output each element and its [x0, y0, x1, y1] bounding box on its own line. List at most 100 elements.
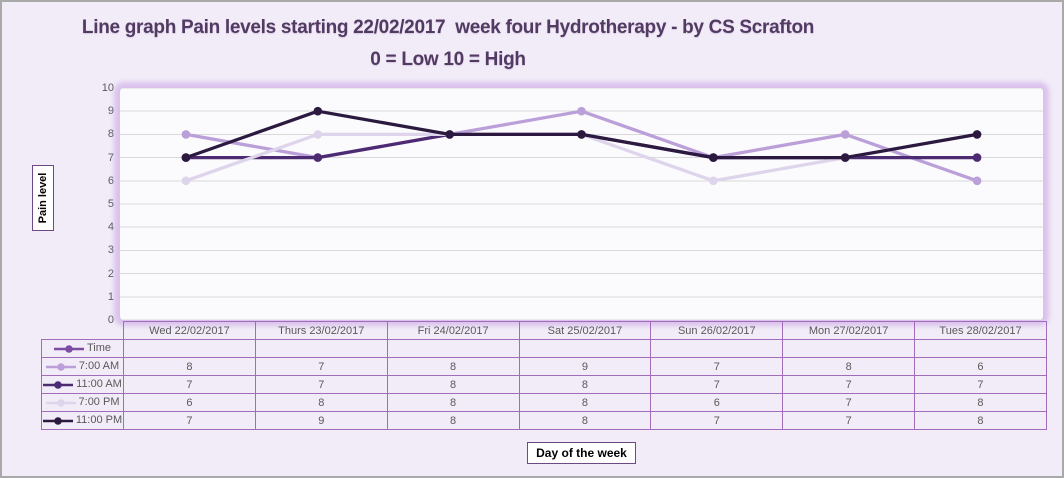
data-point — [709, 176, 718, 186]
table-header-row: Wed 22/02/2017 Thurs 23/02/2017 Fri 24/02/… — [42, 321, 1047, 340]
data-point — [181, 130, 191, 139]
value-cell: 6 — [914, 357, 1047, 376]
value-cell — [914, 339, 1047, 358]
value-cell: 8 — [386, 375, 520, 394]
plot-area — [120, 88, 1043, 320]
y-axis-title: Pain level — [32, 165, 54, 231]
value-cell: 8 — [914, 393, 1047, 412]
value-cell: 7 — [650, 411, 784, 430]
category-header: Thurs 23/02/2017 — [254, 321, 388, 340]
table-corner-cell — [42, 322, 124, 340]
y-tick-label: 6 — [107, 174, 114, 187]
data-point — [313, 153, 323, 162]
y-tick-label: 0 — [107, 314, 114, 326]
legend-label: 7:00 AM — [78, 360, 120, 373]
value-cell: 7 — [123, 375, 256, 394]
legend-cell-7-00-am: 7:00 AM — [41, 357, 124, 376]
value-cell: 7 — [650, 357, 784, 376]
table-row: Time — [41, 339, 1047, 358]
data-point — [313, 130, 323, 139]
value-cell: 7 — [782, 375, 916, 394]
value-cell — [254, 339, 388, 358]
value-cell: 6 — [650, 393, 784, 412]
data-point — [972, 130, 982, 139]
x-axis-title: Day of the week — [527, 442, 636, 464]
value-cell: 9 — [254, 411, 388, 430]
category-header: Sun 26/02/2017 — [650, 321, 784, 340]
value-cell — [123, 339, 256, 358]
y-tick-label: 5 — [107, 198, 114, 210]
legend-key-icon — [45, 398, 76, 407]
data-table: Wed 22/02/2017 Thurs 23/02/2017 Fri 24/02/… — [41, 321, 1047, 430]
data-point — [840, 130, 850, 139]
value-cell: 7 — [254, 357, 388, 376]
value-cell: 7 — [782, 411, 916, 430]
value-cell — [782, 339, 916, 358]
table-row: 11:00 PM 7 9 8 8 7 7 8 — [41, 411, 1047, 430]
legend-cell-time: Time — [41, 339, 124, 358]
category-header: Tues 28/02/2017 — [914, 321, 1047, 340]
value-cell: 8 — [782, 357, 916, 376]
legend-label: 7:00 PM — [78, 396, 120, 409]
legend-cell-7-00-pm: 7:00 PM — [41, 393, 124, 412]
legend-key-icon — [43, 380, 74, 389]
y-tick-label: 3 — [107, 244, 114, 257]
category-header: Wed 22/02/2017 — [123, 321, 256, 340]
legend-cell-11-00-am: 11:00 AM — [41, 375, 124, 394]
y-tick-label: 2 — [107, 267, 114, 280]
value-cell: 8 — [386, 411, 520, 430]
chart-subtitle: 0 = Low 10 = High — [370, 49, 526, 70]
value-cell: 8 — [386, 393, 520, 412]
category-header: Fri 24/02/2017 — [386, 321, 520, 340]
value-cell: 8 — [914, 411, 1047, 430]
data-point — [577, 130, 586, 139]
data-point — [181, 153, 191, 162]
value-cell: 8 — [386, 357, 520, 376]
value-cell: 7 — [123, 411, 256, 430]
line-chart — [120, 88, 1043, 320]
legend-key-icon — [42, 416, 73, 425]
value-cell: 8 — [518, 375, 652, 394]
data-point — [972, 153, 982, 162]
legend-cell-11-00-pm: 11:00 PM — [41, 411, 124, 430]
value-cell — [386, 339, 520, 358]
value-cell: 6 — [123, 393, 256, 412]
value-cell — [518, 339, 652, 358]
legend-label: Time — [86, 342, 112, 355]
value-cell: 8 — [123, 357, 256, 376]
legend-key-icon — [45, 362, 76, 371]
table-row: 7:00 PM 6 8 8 8 6 7 8 — [41, 393, 1047, 412]
legend-label: 11:00 PM — [75, 414, 123, 427]
value-cell: 8 — [254, 393, 388, 412]
value-cell — [650, 339, 784, 358]
value-cell: 7 — [914, 375, 1047, 394]
data-point — [313, 106, 323, 116]
y-tick-label: 10 — [101, 82, 114, 94]
data-point — [181, 176, 191, 186]
value-cell: 7 — [650, 375, 784, 394]
y-tick-label: 8 — [107, 128, 114, 141]
category-header: Mon 27/02/2017 — [782, 321, 916, 340]
category-header: Sat 25/02/2017 — [518, 321, 652, 340]
table-row: 11:00 AM 7 7 8 8 7 7 7 — [41, 375, 1047, 394]
data-point — [972, 176, 982, 186]
value-cell: 7 — [782, 393, 916, 412]
data-point — [445, 130, 454, 139]
chart-title: Line graph Pain levels starting 22/02/20… — [81, 17, 815, 38]
data-point — [709, 153, 718, 162]
data-point — [577, 106, 586, 116]
value-cell: 7 — [254, 375, 388, 394]
value-cell: 8 — [518, 393, 652, 412]
legend-key-icon — [53, 344, 84, 353]
y-tick-label: 1 — [107, 290, 114, 303]
table-row: 7:00 AM 8 7 8 9 7 8 6 — [41, 357, 1047, 376]
value-cell: 9 — [518, 357, 652, 376]
y-tick-label: 4 — [107, 221, 114, 234]
series-line-7-00-am — [184, 109, 979, 183]
legend-label: 11:00 AM — [76, 378, 122, 391]
value-cell: 8 — [518, 411, 652, 430]
y-tick-label: 7 — [107, 151, 114, 164]
data-point — [840, 153, 850, 162]
y-tick-label: 9 — [107, 105, 114, 118]
